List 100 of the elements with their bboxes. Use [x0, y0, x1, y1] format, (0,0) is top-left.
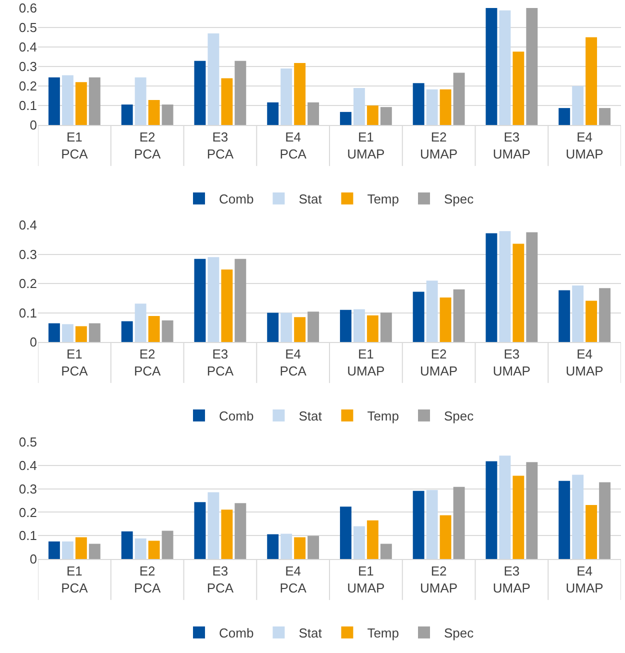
x-tick-label: E3 UMAP [492, 564, 530, 596]
bar [121, 321, 133, 342]
bar [353, 88, 365, 125]
x-tick-label: E4 PCA [280, 130, 307, 162]
legend-label: Comb [219, 626, 254, 641]
legend-label: Stat [298, 408, 322, 424]
bar [426, 490, 438, 559]
bar [62, 541, 74, 559]
y-tick-label: 0.4 [18, 458, 37, 473]
bar [308, 102, 320, 125]
legend-label: Temp [367, 192, 399, 207]
bar [426, 280, 438, 342]
bar [308, 312, 320, 342]
bar [440, 515, 452, 559]
bar [221, 78, 233, 125]
bar [558, 108, 570, 125]
bar [526, 8, 538, 125]
x-tick-label: E3 PCA [206, 130, 234, 162]
bar [599, 108, 611, 125]
bar [453, 486, 465, 559]
bar [267, 312, 279, 342]
y-tick-label: 0 [30, 118, 37, 133]
legend-label: Spec [444, 192, 474, 207]
y-tick-label: 0.2 [18, 504, 37, 520]
bar [486, 233, 498, 342]
bar [572, 286, 584, 342]
bar [88, 544, 100, 559]
bar [453, 72, 465, 125]
x-tick-label: E1 PCA [61, 346, 88, 378]
bar [558, 290, 570, 342]
bar [353, 309, 365, 342]
bar [162, 530, 174, 559]
bar [294, 317, 306, 342]
bar [366, 520, 378, 559]
legend-label: Temp [367, 626, 399, 641]
bar [134, 77, 146, 125]
y-tick-label: 0 [30, 334, 37, 350]
y-tick-label: 0.3 [18, 246, 37, 262]
x-tick-label: E2 UMAP [420, 564, 458, 596]
bar [426, 89, 438, 125]
x-tick-label: E4 PCA [280, 564, 307, 596]
legend-label: Spec [444, 408, 474, 424]
y-tick-label: 0.5 [18, 20, 37, 36]
bar [380, 544, 392, 559]
bar [499, 10, 511, 125]
x-tick-label: E1 PCA [61, 130, 88, 162]
x-tick-label: E2 PCA [134, 346, 161, 378]
bar [499, 231, 511, 342]
bar [162, 320, 174, 342]
bar [48, 77, 60, 125]
bar [526, 462, 538, 559]
bar [88, 323, 100, 342]
legend-label: Spec [444, 626, 474, 641]
bar [440, 89, 452, 125]
x-tick-label: E4 UMAP [566, 346, 604, 378]
y-tick-label: 0.4 [18, 40, 37, 55]
bar [294, 537, 306, 559]
bar [234, 60, 246, 125]
bar [308, 536, 320, 559]
bar [62, 75, 74, 125]
legend-label: Stat [298, 192, 322, 207]
y-tick-label: 0.1 [18, 528, 37, 544]
y-tick-label: 0.3 [18, 481, 37, 496]
bar [340, 310, 352, 342]
x-tick-label: E3 PCA [206, 564, 234, 596]
bar [148, 316, 160, 342]
y-tick-label: 0.2 [18, 78, 37, 94]
y-tick-label: 0.5 [18, 434, 37, 450]
bar [586, 504, 598, 559]
bar [280, 312, 292, 342]
bar [440, 298, 452, 342]
bar [121, 531, 133, 559]
bar [353, 526, 365, 559]
bar [380, 107, 392, 125]
bar [194, 60, 206, 125]
bar [340, 112, 352, 125]
y-tick-label: 0.6 [18, 0, 37, 16]
bar [148, 100, 160, 125]
bar [366, 106, 378, 125]
bar [75, 82, 87, 125]
x-tick-label: E2 UMAP [420, 130, 458, 162]
bar [599, 288, 611, 342]
bar [486, 8, 498, 125]
x-tick-label: E3 UMAP [492, 130, 530, 162]
bar [526, 232, 538, 342]
y-tick-label: 0.3 [18, 59, 37, 74]
bar [294, 62, 306, 125]
bar [280, 68, 292, 125]
bar [599, 482, 611, 559]
x-tick-label: E3 UMAP [492, 346, 530, 378]
bar [234, 258, 246, 342]
bar [134, 538, 146, 559]
bar [162, 104, 174, 125]
bar [586, 300, 598, 342]
bar [512, 244, 524, 342]
y-tick-label: 0 [30, 552, 37, 567]
x-tick-label: E1 UMAP [347, 130, 385, 162]
bar [412, 83, 424, 125]
legend-label: Comb [219, 408, 254, 424]
x-tick-label: E4 UMAP [566, 130, 604, 162]
